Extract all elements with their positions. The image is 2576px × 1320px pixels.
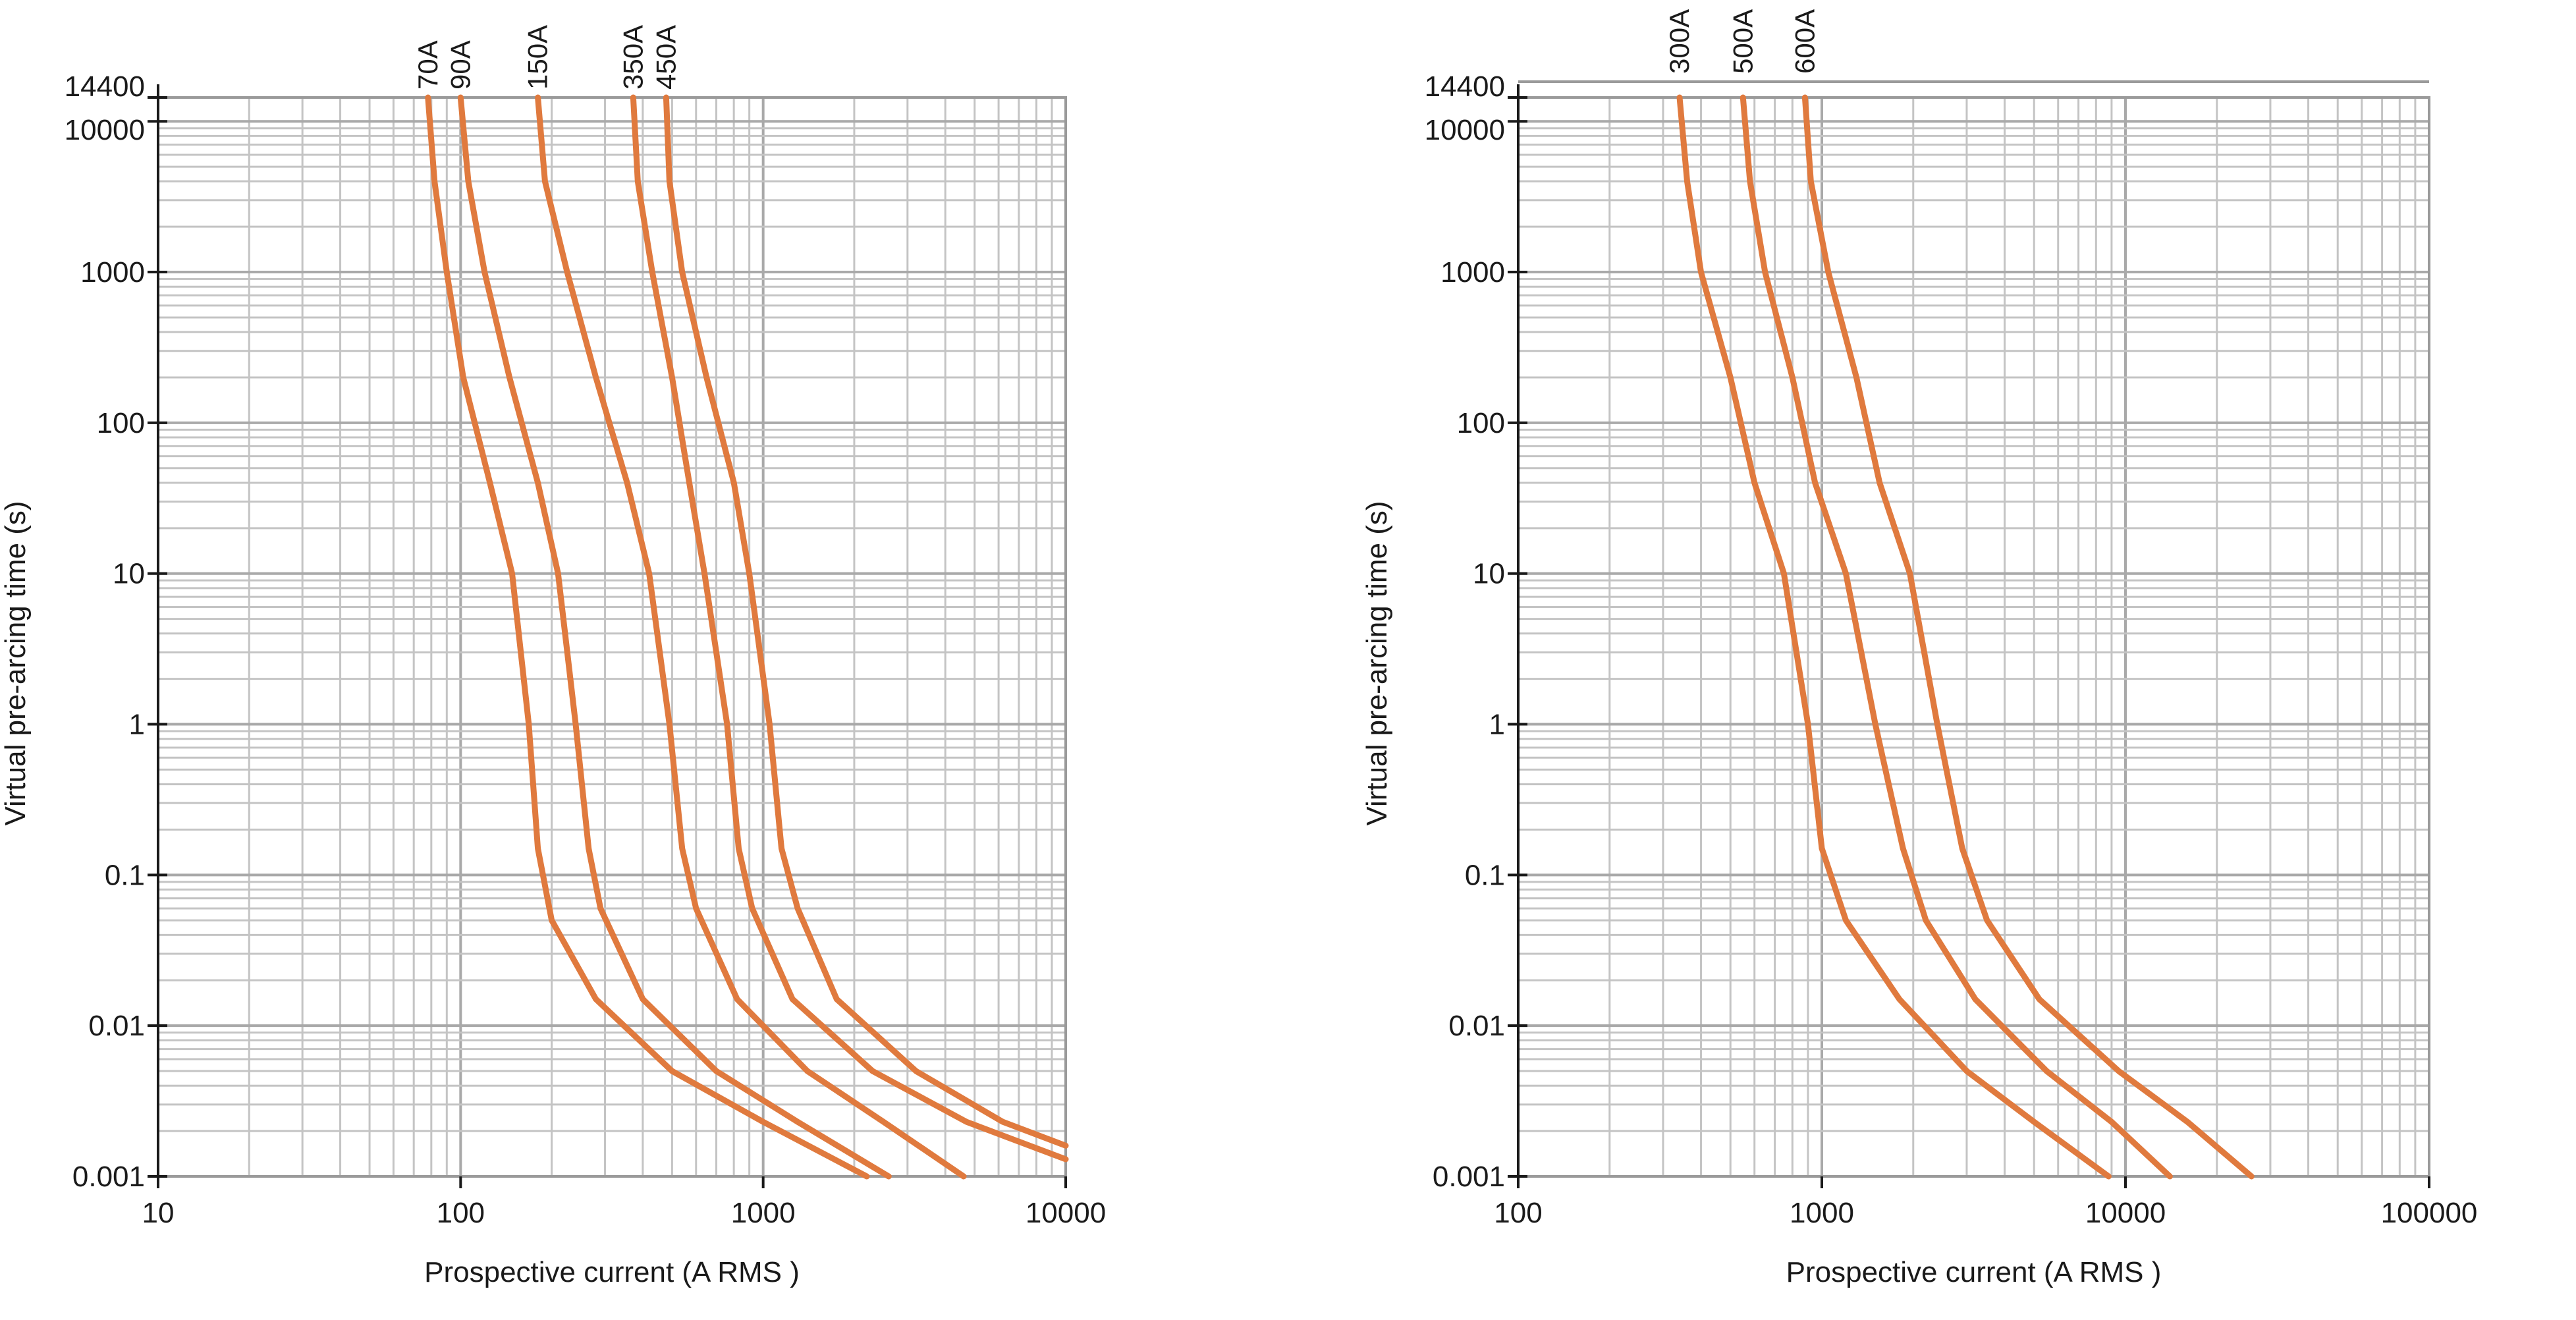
x-tick-label: 10000: [2085, 1197, 2166, 1229]
y-axis: 0.001 0.01 0.1 1 10 100 1000 10000 14400: [65, 70, 167, 1193]
y-tick-label: 10: [113, 558, 145, 590]
y-tick-label: 0.1: [105, 859, 145, 891]
series-label: 450A: [650, 25, 681, 90]
y-tick-label: 1000: [80, 256, 145, 289]
grid: [157, 96, 1067, 1178]
x-tick-label: 100: [1494, 1197, 1542, 1229]
series-label: 150A: [522, 25, 553, 90]
series-group: 300A 500A 600A: [1664, 9, 2255, 1180]
x-tick-label: 1000: [731, 1197, 796, 1229]
series-label: 300A: [1664, 9, 1695, 74]
x-tick-label: 1000: [1790, 1197, 1854, 1229]
y-tick-label: 14400: [65, 70, 145, 103]
x-tick-label: 10: [142, 1197, 175, 1229]
y-tick-label: 1000: [1440, 256, 1505, 289]
series-line-600A: [1801, 94, 2255, 1180]
grid: [1517, 80, 2430, 1178]
series-label: 90A: [445, 40, 476, 90]
x-tick-label: 100000: [2381, 1197, 2478, 1229]
y-tick-label: 10000: [65, 114, 145, 146]
y-tick-label: 0.1: [1465, 859, 1505, 891]
y-axis: 0.001 0.01 0.1 1 10 100 1000 10000 14400: [1425, 70, 1527, 1193]
y-tick-label: 1: [1489, 709, 1505, 741]
x-axis-title: Prospective current (A RMS ): [424, 1256, 800, 1288]
x-tick-label: 100: [437, 1197, 485, 1229]
y-tick-label: 10: [1473, 558, 1505, 590]
y-tick-label: 0.001: [72, 1161, 145, 1193]
series-line-350A: [630, 94, 1069, 1163]
series-label: 70A: [412, 40, 443, 90]
y-tick-label: 0.001: [1433, 1161, 1505, 1193]
x-axis: 100 1000 10000 100000: [1494, 1176, 2477, 1229]
y-tick-label: 14400: [1425, 70, 1505, 103]
y-tick-label: 1: [129, 709, 145, 741]
y-tick-label: 0.01: [1448, 1010, 1505, 1042]
y-axis-title: Virtual pre-arcing time (s): [1361, 501, 1393, 825]
y-tick-label: 100: [1457, 407, 1505, 439]
series-line-300A: [1676, 94, 2112, 1180]
series-line-450A: [663, 94, 1069, 1149]
x-tick-label: 10000: [1026, 1197, 1106, 1229]
y-tick-label: 100: [97, 407, 145, 439]
y-tick-label: 10000: [1425, 114, 1505, 146]
series-line-70A: [425, 94, 870, 1180]
series-group: 70A 90A 150A 350A 450A: [412, 25, 1069, 1180]
series-label: 500A: [1727, 9, 1758, 74]
x-axis-title: Prospective current (A RMS ): [1786, 1256, 2162, 1288]
plot-frame: [1517, 96, 2430, 1178]
y-tick-label: 0.01: [88, 1010, 145, 1042]
x-axis: 10 100 1000 10000: [142, 1176, 1106, 1229]
series-line-150A: [535, 94, 967, 1180]
series-line-500A: [1740, 94, 2173, 1180]
series-label: 600A: [1789, 9, 1820, 74]
series-line-90A: [457, 94, 892, 1180]
chart-left: 0.001 0.01 0.1 1 10 100 1000 10000 14400 10 100 100…: [0, 25, 1106, 1288]
y-axis-title: Virtual pre-arcing time (s): [0, 501, 32, 825]
series-label: 350A: [617, 25, 648, 90]
